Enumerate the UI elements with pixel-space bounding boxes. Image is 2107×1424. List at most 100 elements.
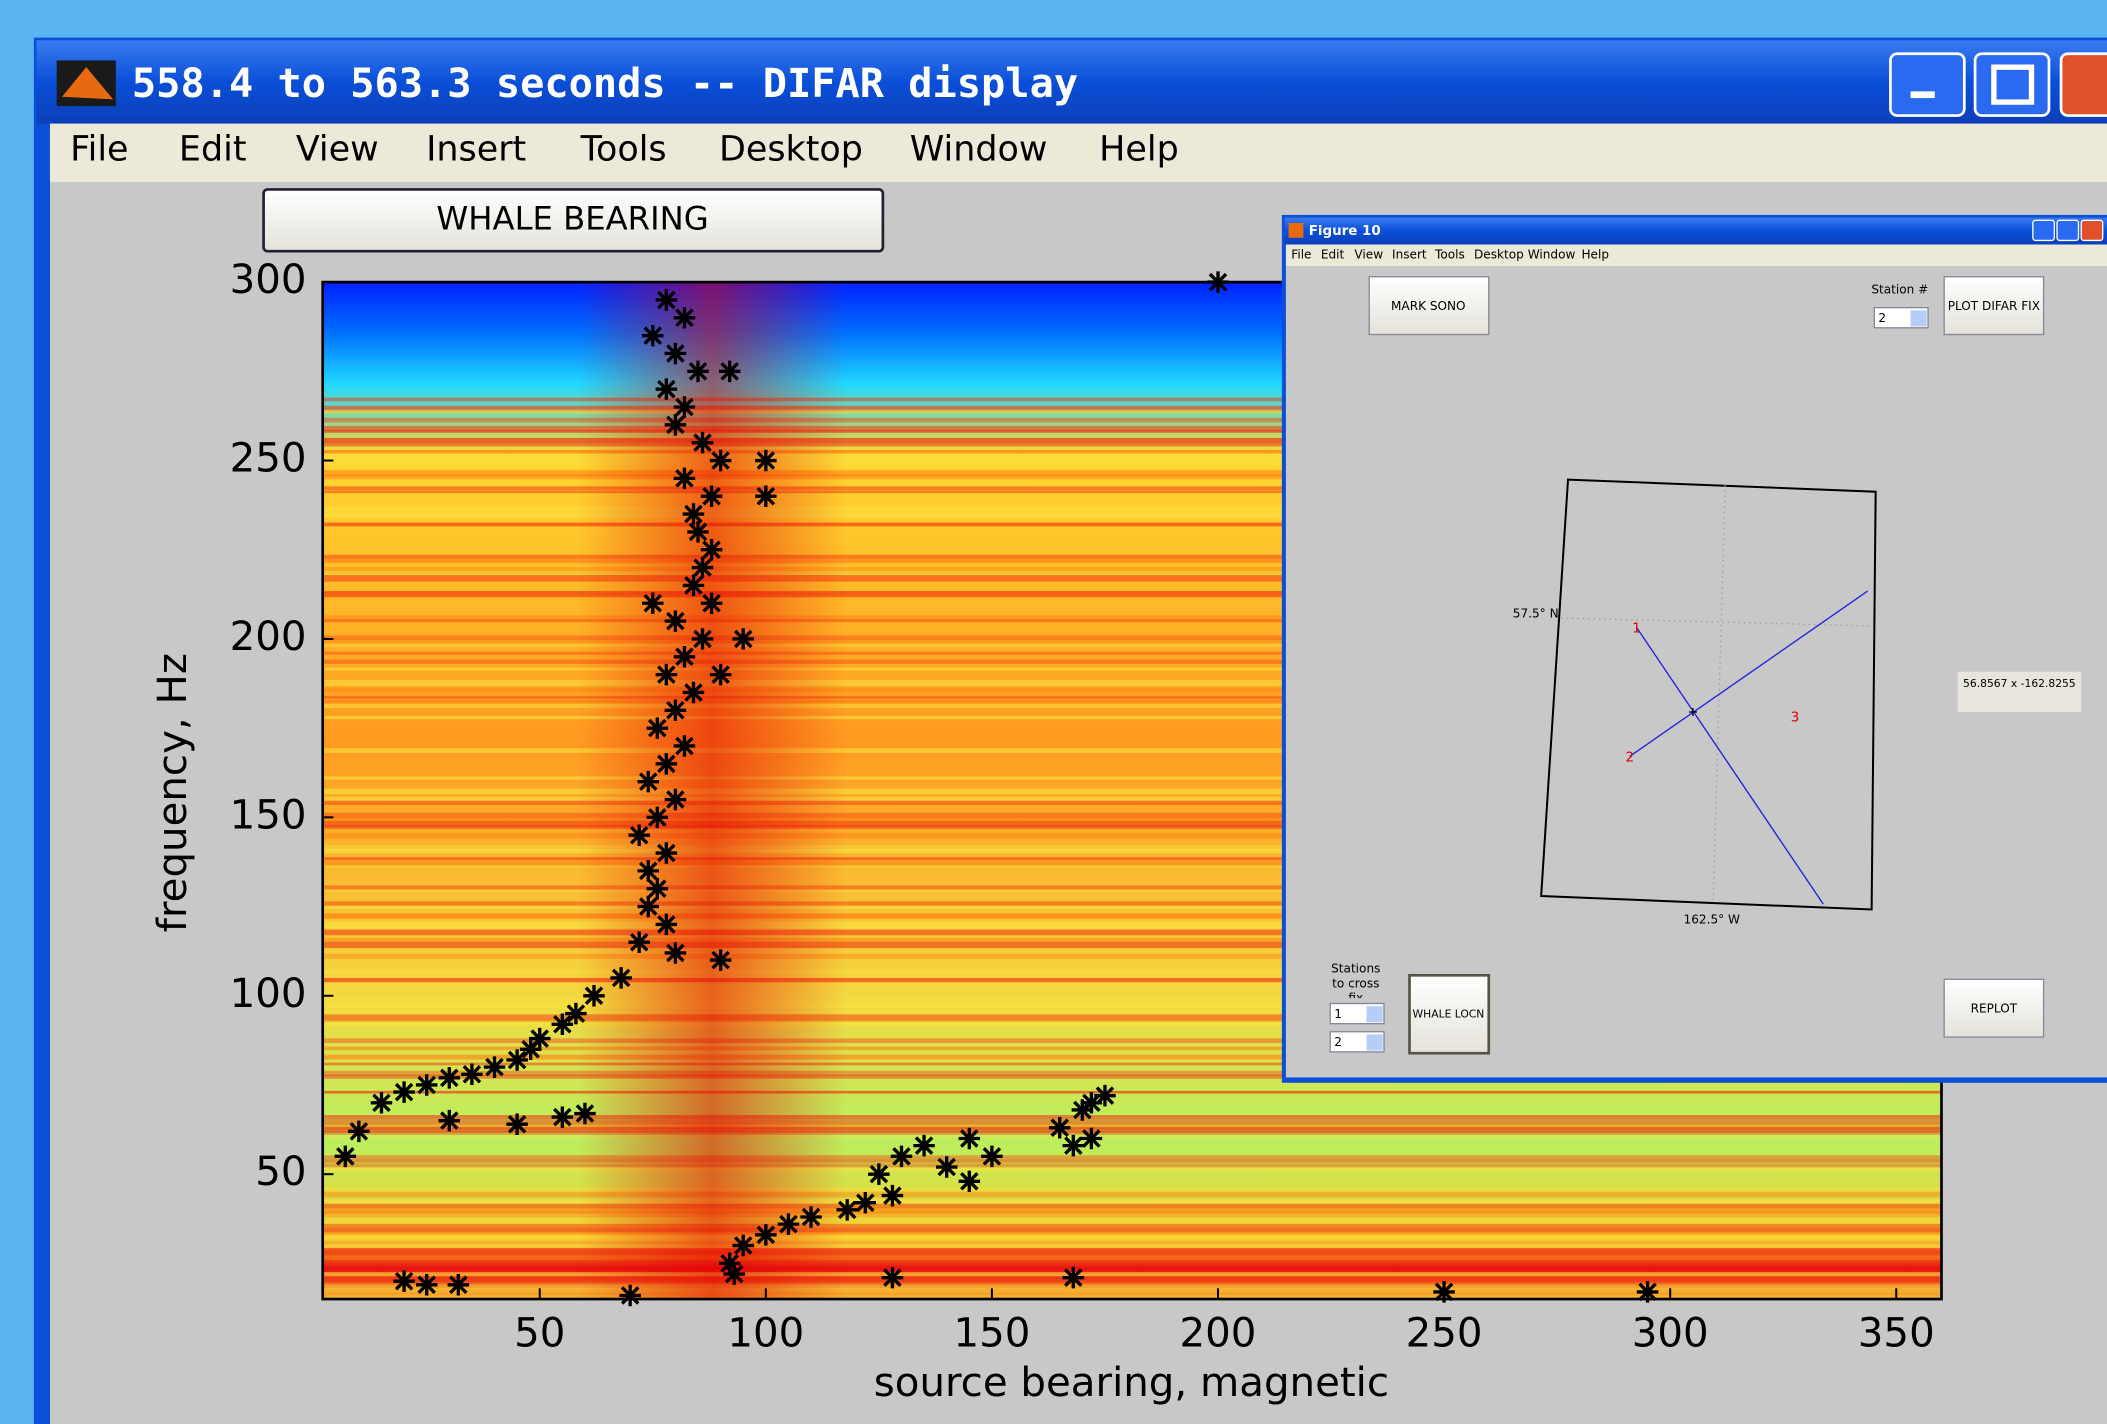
bearing-point (981, 1146, 1002, 1167)
bearing-point (674, 735, 695, 756)
menu-item[interactable]: Insert (1392, 248, 1427, 262)
stripe (323, 1135, 1942, 1138)
bearing-point (574, 1103, 595, 1124)
bearing-point (1637, 1281, 1658, 1302)
menu-item[interactable]: Window (1528, 248, 1576, 262)
lat-label: 57.5° N (1513, 606, 1559, 620)
menu-item[interactable]: Tools (1434, 248, 1465, 262)
bearing-point (692, 432, 713, 453)
bearing-point (665, 700, 686, 721)
menu-item[interactable]: Help (1581, 248, 1609, 262)
bearing-point (755, 450, 776, 471)
x-axis-label: source bearing, magnetic (874, 1359, 1389, 1406)
bearing-point (610, 967, 631, 988)
bearing-point (882, 1185, 903, 1206)
stripe (323, 1232, 1942, 1235)
menu-item[interactable]: Insert (426, 129, 526, 169)
stripe (323, 1131, 1942, 1135)
bearing-point (665, 942, 686, 963)
bearing-point (656, 378, 677, 399)
menu-item[interactable]: Window (910, 129, 1048, 169)
bearing-point (665, 414, 686, 435)
maximize-button[interactable] (1975, 54, 2049, 116)
minimize-icon (1911, 91, 1935, 98)
menu-item[interactable]: Edit (1321, 248, 1345, 262)
bearing-point (656, 289, 677, 310)
stripe (323, 1192, 1942, 1198)
y-tick-label: 250 (230, 435, 307, 482)
menu-item[interactable]: View (296, 129, 379, 169)
bearing-point (638, 896, 659, 917)
bearing-point (565, 1003, 586, 1024)
bearing-point (891, 1146, 912, 1167)
x-tick-label: 50 (514, 1309, 565, 1356)
screen: 558.4 to 563.3 seconds -- DIFAR display … (0, 0, 2107, 1424)
bearing-point (665, 789, 686, 810)
dropdown-arrow (1367, 1034, 1383, 1050)
close-button[interactable] (2061, 54, 2107, 116)
menu-item[interactable]: Tools (580, 129, 667, 169)
bearing-point (959, 1128, 980, 1149)
bearing-point (687, 361, 708, 382)
bearing-point (683, 503, 704, 524)
cross-fix-value: 2 (1334, 1035, 1342, 1049)
bearing-point (1207, 271, 1228, 292)
bearing-point (868, 1163, 889, 1184)
menu-item[interactable]: File (1291, 248, 1311, 262)
station-marker: 3 (1791, 710, 1800, 725)
lon-label: 162.5° W (1684, 913, 1740, 927)
bearing-point (1049, 1117, 1070, 1138)
inset-minimize[interactable] (2033, 220, 2054, 240)
bearing-point (710, 450, 731, 471)
bearing-point (1081, 1128, 1102, 1149)
bearing-point (647, 807, 668, 828)
menu-item[interactable]: File (70, 129, 128, 169)
button-label: REPLOT (1971, 1001, 2018, 1015)
bearing-point (1433, 1281, 1454, 1302)
bearing-point (461, 1064, 482, 1085)
stripe (323, 1256, 1942, 1260)
stripe (323, 1212, 1942, 1218)
bearing-point (619, 1285, 640, 1306)
bearing-point (701, 485, 722, 506)
x-tick-label: 300 (1632, 1309, 1709, 1356)
bearing-point (1063, 1267, 1084, 1288)
stripe (323, 1163, 1942, 1167)
bearing-point (710, 949, 731, 970)
y-tick-label: 200 (230, 613, 307, 660)
menu-item[interactable]: View (1354, 248, 1383, 262)
bearing-point (583, 985, 604, 1006)
y-axis-label: frequency, Hz (149, 653, 196, 932)
stripe (323, 1224, 1942, 1228)
menu-item[interactable]: Help (1099, 129, 1179, 169)
button-label: PLOT DIFAR FIX (1948, 299, 2040, 313)
stripe (323, 1272, 1942, 1276)
cross-fix-label: Stations to cross fix (1324, 963, 1388, 998)
bearing-point (674, 468, 695, 489)
bearing-point (687, 521, 708, 542)
bearing-band (578, 282, 847, 1299)
x-tick-label: 100 (727, 1309, 804, 1356)
menu-item[interactable]: Desktop (719, 129, 863, 169)
menu-item[interactable]: Desktop (1474, 248, 1524, 262)
bearing-point (913, 1135, 934, 1156)
bearing-point (642, 593, 663, 614)
y-tick-label: 150 (230, 791, 307, 838)
stripe (323, 1167, 1942, 1171)
bearing-point (416, 1074, 437, 1095)
inset-title: Figure 10 (1309, 224, 1381, 239)
minimize-button[interactable] (1890, 54, 1964, 116)
stripe (323, 1200, 1942, 1205)
x-tick-label: 200 (1180, 1309, 1257, 1356)
bearing-point (855, 1192, 876, 1213)
bearing-point (628, 824, 649, 845)
bearing-point (335, 1146, 356, 1167)
bearing-point (701, 593, 722, 614)
bearing-point (719, 361, 740, 382)
inset-close[interactable] (2081, 220, 2102, 240)
bearing-point (656, 842, 677, 863)
bearing-point (638, 771, 659, 792)
inset-maximize[interactable] (2057, 220, 2078, 240)
page: {"main_window":{"title":"558.4 to 563.3 … (0, 0, 2107, 1424)
menu-item[interactable]: Edit (179, 129, 247, 169)
